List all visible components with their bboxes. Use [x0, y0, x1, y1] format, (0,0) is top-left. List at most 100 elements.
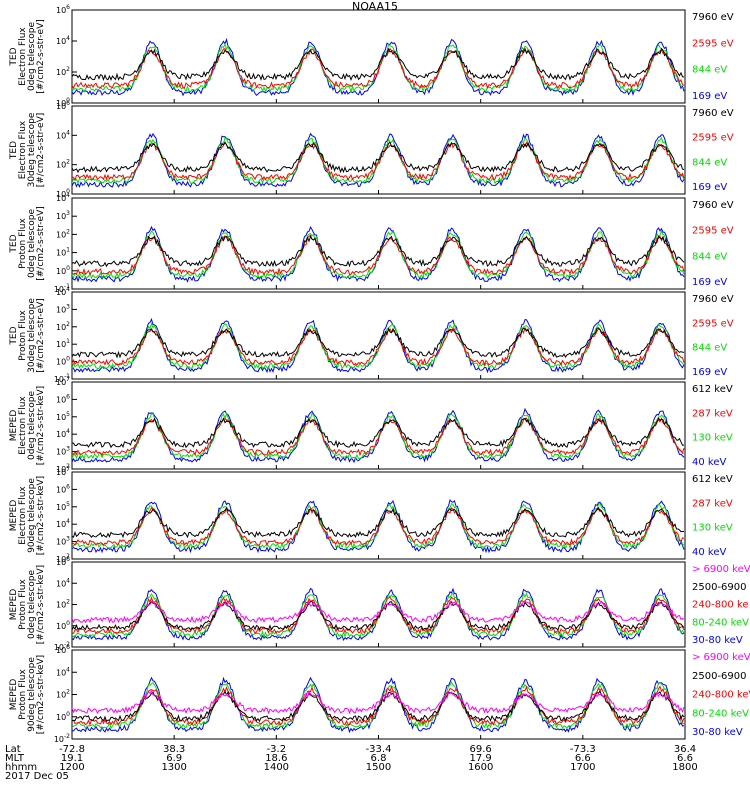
y-axis-label-line: [#/cm2-s-str-eV] — [36, 206, 46, 281]
panel-8: 10-2 100 102 104 106 MEPED Proton Flux 90deg te… — [9, 644, 750, 744]
legend-entry: 2500-6900 — [692, 671, 747, 682]
legend-entry: 40 keV — [692, 547, 726, 558]
time-axis-lat: 69.6 — [470, 744, 492, 755]
y-axis-label-line: Proton Flux — [18, 579, 28, 630]
flux-traces — [72, 317, 685, 374]
legend-entry: 612 keV — [692, 384, 733, 395]
legend-entry: 169 eV — [692, 277, 727, 288]
y-tick-label: 104 — [56, 518, 70, 529]
y-tick-label: 104 — [56, 428, 70, 439]
flux-trace — [72, 141, 685, 181]
legend-entry: 80-240 keV — [692, 708, 749, 719]
flux-trace — [72, 596, 685, 635]
y-axis-label-line: [#/cm2-s-str-keV] — [36, 655, 46, 734]
time-axis-row-label: hhmm — [5, 762, 37, 773]
flux-trace — [72, 47, 685, 90]
time-axis-hhmm: 1700 — [570, 762, 595, 773]
flux-trace — [72, 506, 685, 547]
legend-entry: 240-800 keV — [692, 690, 750, 701]
y-axis-label-line: Electron Flux — [18, 120, 28, 179]
time-axis-lat: -33.4 — [366, 744, 392, 755]
time-axis-hhmm: 1400 — [264, 762, 289, 773]
legend-entry: 130 keV — [692, 523, 733, 534]
time-axis-mlt: 19.1 — [61, 753, 83, 764]
y-axis-label: MEPED Electron Flux 0deg telescope [#/cm2-s… — [9, 386, 46, 465]
flux-traces — [72, 587, 685, 642]
flux-trace — [72, 685, 685, 727]
time-axis-lat: 38.3 — [163, 744, 185, 755]
y-axis-label-line: 90deg telescope — [27, 657, 37, 732]
y-tick-label: 102 — [56, 553, 70, 564]
y-tick-label: 105 — [56, 501, 70, 512]
y-tick-label: 104 — [56, 129, 70, 140]
flux-trace — [72, 326, 685, 367]
y-tick-label: 100 — [56, 188, 70, 199]
legend-entry: 2595 eV — [692, 226, 734, 237]
flux-trace — [72, 234, 685, 276]
y-tick-label: 102 — [56, 66, 70, 77]
y-axis-label-line: MEPED — [9, 500, 19, 532]
time-axis-row-label: Lat — [5, 744, 21, 755]
panel-3: 10-1 100 101 102 103 104 TED Proton Flux 0deg te… — [9, 192, 734, 294]
y-axis-label-line: [#/cm2-s-str-keV] — [36, 565, 46, 644]
flux-traces — [72, 407, 685, 464]
y-axis-label-line: TED — [9, 234, 19, 253]
y-tick-label: 100 — [56, 711, 70, 722]
legend-entry: 7960 eV — [692, 12, 734, 23]
flux-trace — [72, 327, 685, 359]
y-axis-label-line: Proton Flux — [18, 218, 28, 269]
legend-entry: 40 keV — [692, 457, 726, 468]
legend-entry: 844 eV — [692, 157, 727, 168]
panel-2: 100 102 104 106 TED Electron Flux 30deg telesc… — [9, 100, 734, 199]
y-axis-label: MEPED Electron Flux 90deg telescope [#/cm2-… — [9, 476, 46, 555]
y-axis-label-line: Proton Flux — [18, 310, 28, 361]
flux-trace — [72, 47, 685, 81]
legend-entry: 2595 eV — [692, 318, 734, 329]
legend-entry: 844 eV — [692, 251, 727, 262]
y-axis-label-line: MEPED — [9, 589, 19, 621]
y-axis-label-line: 90deg telescope — [27, 478, 37, 553]
flux-traces — [72, 499, 685, 554]
y-tick-label: 104 — [56, 286, 70, 297]
time-axis-hhmm: 1500 — [366, 762, 391, 773]
legend-entry: > 6900 keV — [692, 652, 750, 663]
y-axis-label-line: 30deg telescope — [27, 298, 37, 373]
flux-trace — [72, 229, 685, 280]
legend-entry: 130 keV — [692, 433, 733, 444]
legend-entry: 2595 eV — [692, 38, 734, 49]
y-axis-label-line: [#/cm2-s-str-eV] — [36, 298, 46, 373]
legend-entry: 287 keV — [692, 498, 733, 509]
y-tick-label: 100 — [56, 265, 70, 276]
y-axis-label: TED Electron Flux 30deg telescope [#/cm2-s-… — [9, 112, 46, 187]
y-tick-label: 101 — [56, 338, 70, 349]
y-tick-label: 104 — [56, 35, 70, 46]
y-axis-label-line: [#/cm2-s-str-eV] — [36, 19, 46, 94]
y-tick-label: 102 — [56, 599, 70, 610]
y-axis-label-line: 30deg telescope — [27, 112, 37, 187]
y-tick-label: 10-2 — [54, 733, 70, 744]
y-tick-label: 106 — [56, 483, 70, 494]
panel-4: 10-1 100 101 102 103 104 TED Proton Flux 30deg t… — [9, 286, 734, 384]
flux-trace — [72, 235, 685, 268]
y-tick-label: 104 — [56, 192, 70, 203]
y-tick-label: 103 — [56, 536, 70, 547]
legend-entry: 7960 eV — [692, 200, 734, 211]
time-axis-mlt: 18.6 — [265, 753, 287, 764]
y-axis-label-line: Electron Flux — [18, 486, 28, 545]
y-axis-label: TED Electron Flux 0deg telescope [#/cm2-s-s… — [9, 19, 46, 94]
time-axis-lat: -3.2 — [267, 744, 287, 755]
y-axis-label-line: 0deg telescope — [27, 209, 37, 279]
legend-entry: 169 eV — [692, 91, 727, 102]
y-axis-label-line: MEPED — [9, 679, 19, 711]
legend-entry: > 6900 keV — [692, 564, 750, 575]
time-axis-row-label: 2017 Dec 05 — [5, 771, 69, 782]
time-axis-mlt: 6.9 — [166, 753, 182, 764]
panel-frame — [71, 471, 686, 560]
y-tick-label: 104 — [56, 577, 70, 588]
flux-trace — [72, 600, 685, 631]
y-axis-label-line: TED — [9, 47, 19, 66]
y-axis-label-line: [#/cm2-s-str-eV] — [36, 113, 46, 188]
y-tick-label: 102 — [56, 228, 70, 239]
